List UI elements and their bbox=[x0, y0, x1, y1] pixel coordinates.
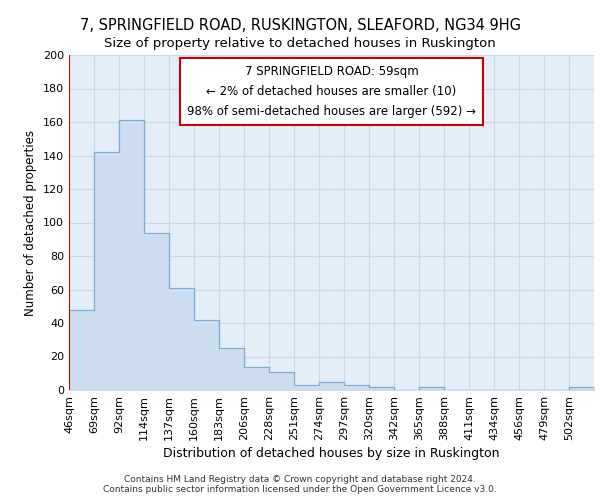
Text: 7, SPRINGFIELD ROAD, RUSKINGTON, SLEAFORD, NG34 9HG: 7, SPRINGFIELD ROAD, RUSKINGTON, SLEAFOR… bbox=[79, 18, 521, 32]
Y-axis label: Number of detached properties: Number of detached properties bbox=[25, 130, 37, 316]
Text: Contains HM Land Registry data © Crown copyright and database right 2024.
Contai: Contains HM Land Registry data © Crown c… bbox=[103, 474, 497, 494]
Text: Size of property relative to detached houses in Ruskington: Size of property relative to detached ho… bbox=[104, 38, 496, 51]
Text: 7 SPRINGFIELD ROAD: 59sqm
← 2% of detached houses are smaller (10)
98% of semi-d: 7 SPRINGFIELD ROAD: 59sqm ← 2% of detach… bbox=[187, 65, 476, 118]
X-axis label: Distribution of detached houses by size in Ruskington: Distribution of detached houses by size … bbox=[163, 447, 500, 460]
